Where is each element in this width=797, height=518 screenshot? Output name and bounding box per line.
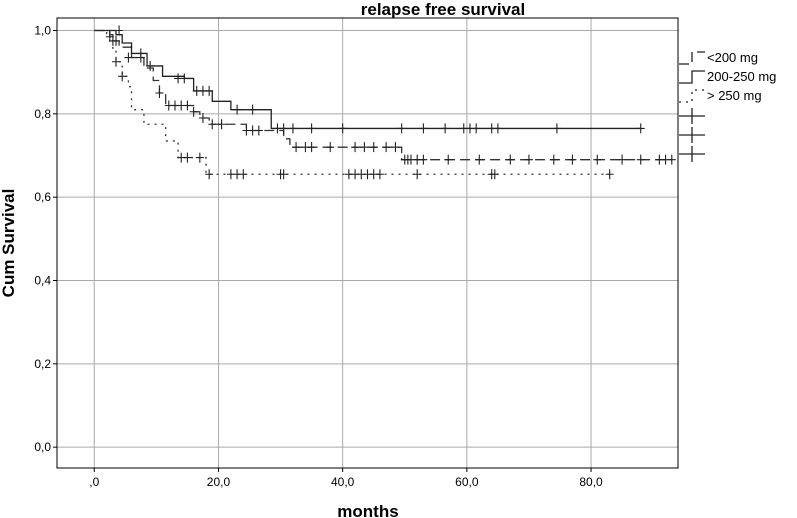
censor-mark-series-3 — [375, 169, 384, 180]
censor-mark-series-1 — [667, 154, 676, 165]
censor-mark-series-1 — [155, 88, 164, 98]
censor-mark-series-2 — [288, 123, 297, 134]
chart-legend: <200 mg 200-250 mg > 250 mg — [679, 50, 776, 162]
censor-mark-series-3 — [105, 31, 114, 42]
legend-censor-mark — [679, 108, 705, 124]
censor-mark-series-2 — [248, 104, 257, 115]
y-tick-label: 0,0 — [34, 440, 51, 454]
censor-mark-series-3 — [239, 169, 248, 180]
censor-mark-series-2 — [552, 123, 561, 134]
censor-mark-series-2 — [419, 123, 428, 134]
y-tick-label: 0,4 — [34, 274, 51, 288]
censor-mark-series-3 — [205, 169, 214, 180]
censor-mark-series-2 — [493, 123, 502, 134]
censor-mark-series-1 — [254, 125, 263, 136]
censor-mark-series-1 — [292, 142, 301, 153]
x-tick-label: 60,0 — [455, 475, 479, 489]
legend-censor-mark — [679, 127, 705, 143]
censor-mark-series-1 — [524, 154, 533, 165]
censor-mark-series-1 — [391, 142, 400, 153]
censor-mark-series-3 — [413, 169, 422, 180]
chart-title: relapse free survival — [361, 0, 525, 19]
x-tick-label: ,0 — [89, 475, 99, 489]
censor-mark-series-1 — [549, 154, 558, 165]
curve-series-2 — [94, 29, 641, 130]
censor-mark-series-3 — [490, 169, 499, 180]
censor-mark-series-2 — [636, 123, 645, 134]
censor-mark-series-1 — [351, 142, 360, 153]
censor-mark-series-1 — [419, 154, 428, 165]
censor-mark-series-1 — [208, 119, 217, 130]
censor-mark-series-3 — [118, 71, 127, 82]
censor-mark-series-1 — [568, 154, 577, 165]
censor-mark-series-3 — [279, 169, 288, 180]
censor-mark-series-1 — [217, 119, 226, 130]
x-axis-ticks: ,0 20,0 40,0 60,0 80,0 — [89, 468, 603, 489]
x-tick-label: 40,0 — [331, 475, 355, 489]
censor-mark-series-1 — [618, 154, 627, 165]
censor-mark-series-2 — [472, 123, 481, 134]
censor-marks — [105, 25, 676, 180]
censor-mark-series-3 — [605, 169, 614, 180]
legend-label-series-3: > 250 mg — [707, 88, 762, 103]
censor-mark-series-1 — [593, 154, 602, 165]
censor-mark-series-2 — [233, 104, 242, 115]
censor-mark-series-3 — [195, 152, 204, 163]
censor-mark-series-1 — [189, 106, 198, 117]
y-tick-label: 0,8 — [34, 107, 51, 121]
legend-label-series-1: <200 mg — [707, 50, 758, 65]
y-axis-ticks: 0,0 0,2 0,4 0,6 0,8 1,0 — [34, 24, 57, 454]
censor-mark-series-2 — [307, 123, 316, 134]
censor-mark-series-1 — [326, 142, 335, 153]
curve-series-1 — [94, 29, 672, 161]
censor-mark-series-2 — [180, 73, 189, 84]
censor-mark-series-1 — [636, 154, 645, 165]
censor-mark-series-2 — [136, 48, 145, 59]
legend-label-series-2: 200-250 mg — [707, 69, 776, 84]
x-tick-label: 20,0 — [207, 475, 231, 489]
censor-mark-series-1 — [198, 113, 207, 123]
y-axis-label: Cum Survival — [0, 189, 18, 298]
censor-mark-series-2 — [279, 123, 288, 134]
censor-mark-series-1 — [506, 154, 515, 165]
y-tick-label: 0,6 — [34, 190, 51, 204]
legend-swatch-series-3 — [679, 89, 705, 103]
censor-mark-series-1 — [183, 100, 192, 111]
censor-mark-series-1 — [360, 142, 369, 153]
censor-mark-series-2 — [115, 25, 124, 36]
censor-mark-series-3 — [111, 56, 120, 67]
grid-lines — [57, 18, 678, 468]
y-tick-label: 0,2 — [34, 357, 51, 371]
x-tick-label: 80,0 — [579, 475, 603, 489]
censor-mark-series-1 — [307, 142, 316, 153]
survival-curves — [94, 29, 672, 175]
censor-mark-series-1 — [124, 52, 133, 63]
censor-mark-series-1 — [382, 142, 391, 153]
censor-mark-series-2 — [205, 85, 214, 96]
legend-swatch-series-1 — [679, 51, 705, 65]
censor-mark-series-1 — [444, 154, 453, 165]
censor-mark-series-2 — [338, 123, 347, 134]
y-tick-label: 1,0 — [34, 24, 51, 38]
censor-mark-series-1 — [369, 142, 378, 153]
censor-mark-series-2 — [397, 123, 406, 134]
censor-mark-series-1 — [475, 154, 484, 165]
legend-censor-mark — [679, 146, 705, 162]
censor-mark-series-1 — [111, 35, 120, 46]
censor-mark-series-2 — [441, 123, 450, 134]
curve-series-3 — [94, 29, 610, 175]
legend-swatch-series-2 — [679, 70, 705, 84]
plot-frame — [56, 17, 679, 469]
censor-mark-series-2 — [146, 60, 155, 71]
censor-mark-series-3 — [183, 152, 192, 163]
x-axis-label: months — [337, 502, 398, 518]
